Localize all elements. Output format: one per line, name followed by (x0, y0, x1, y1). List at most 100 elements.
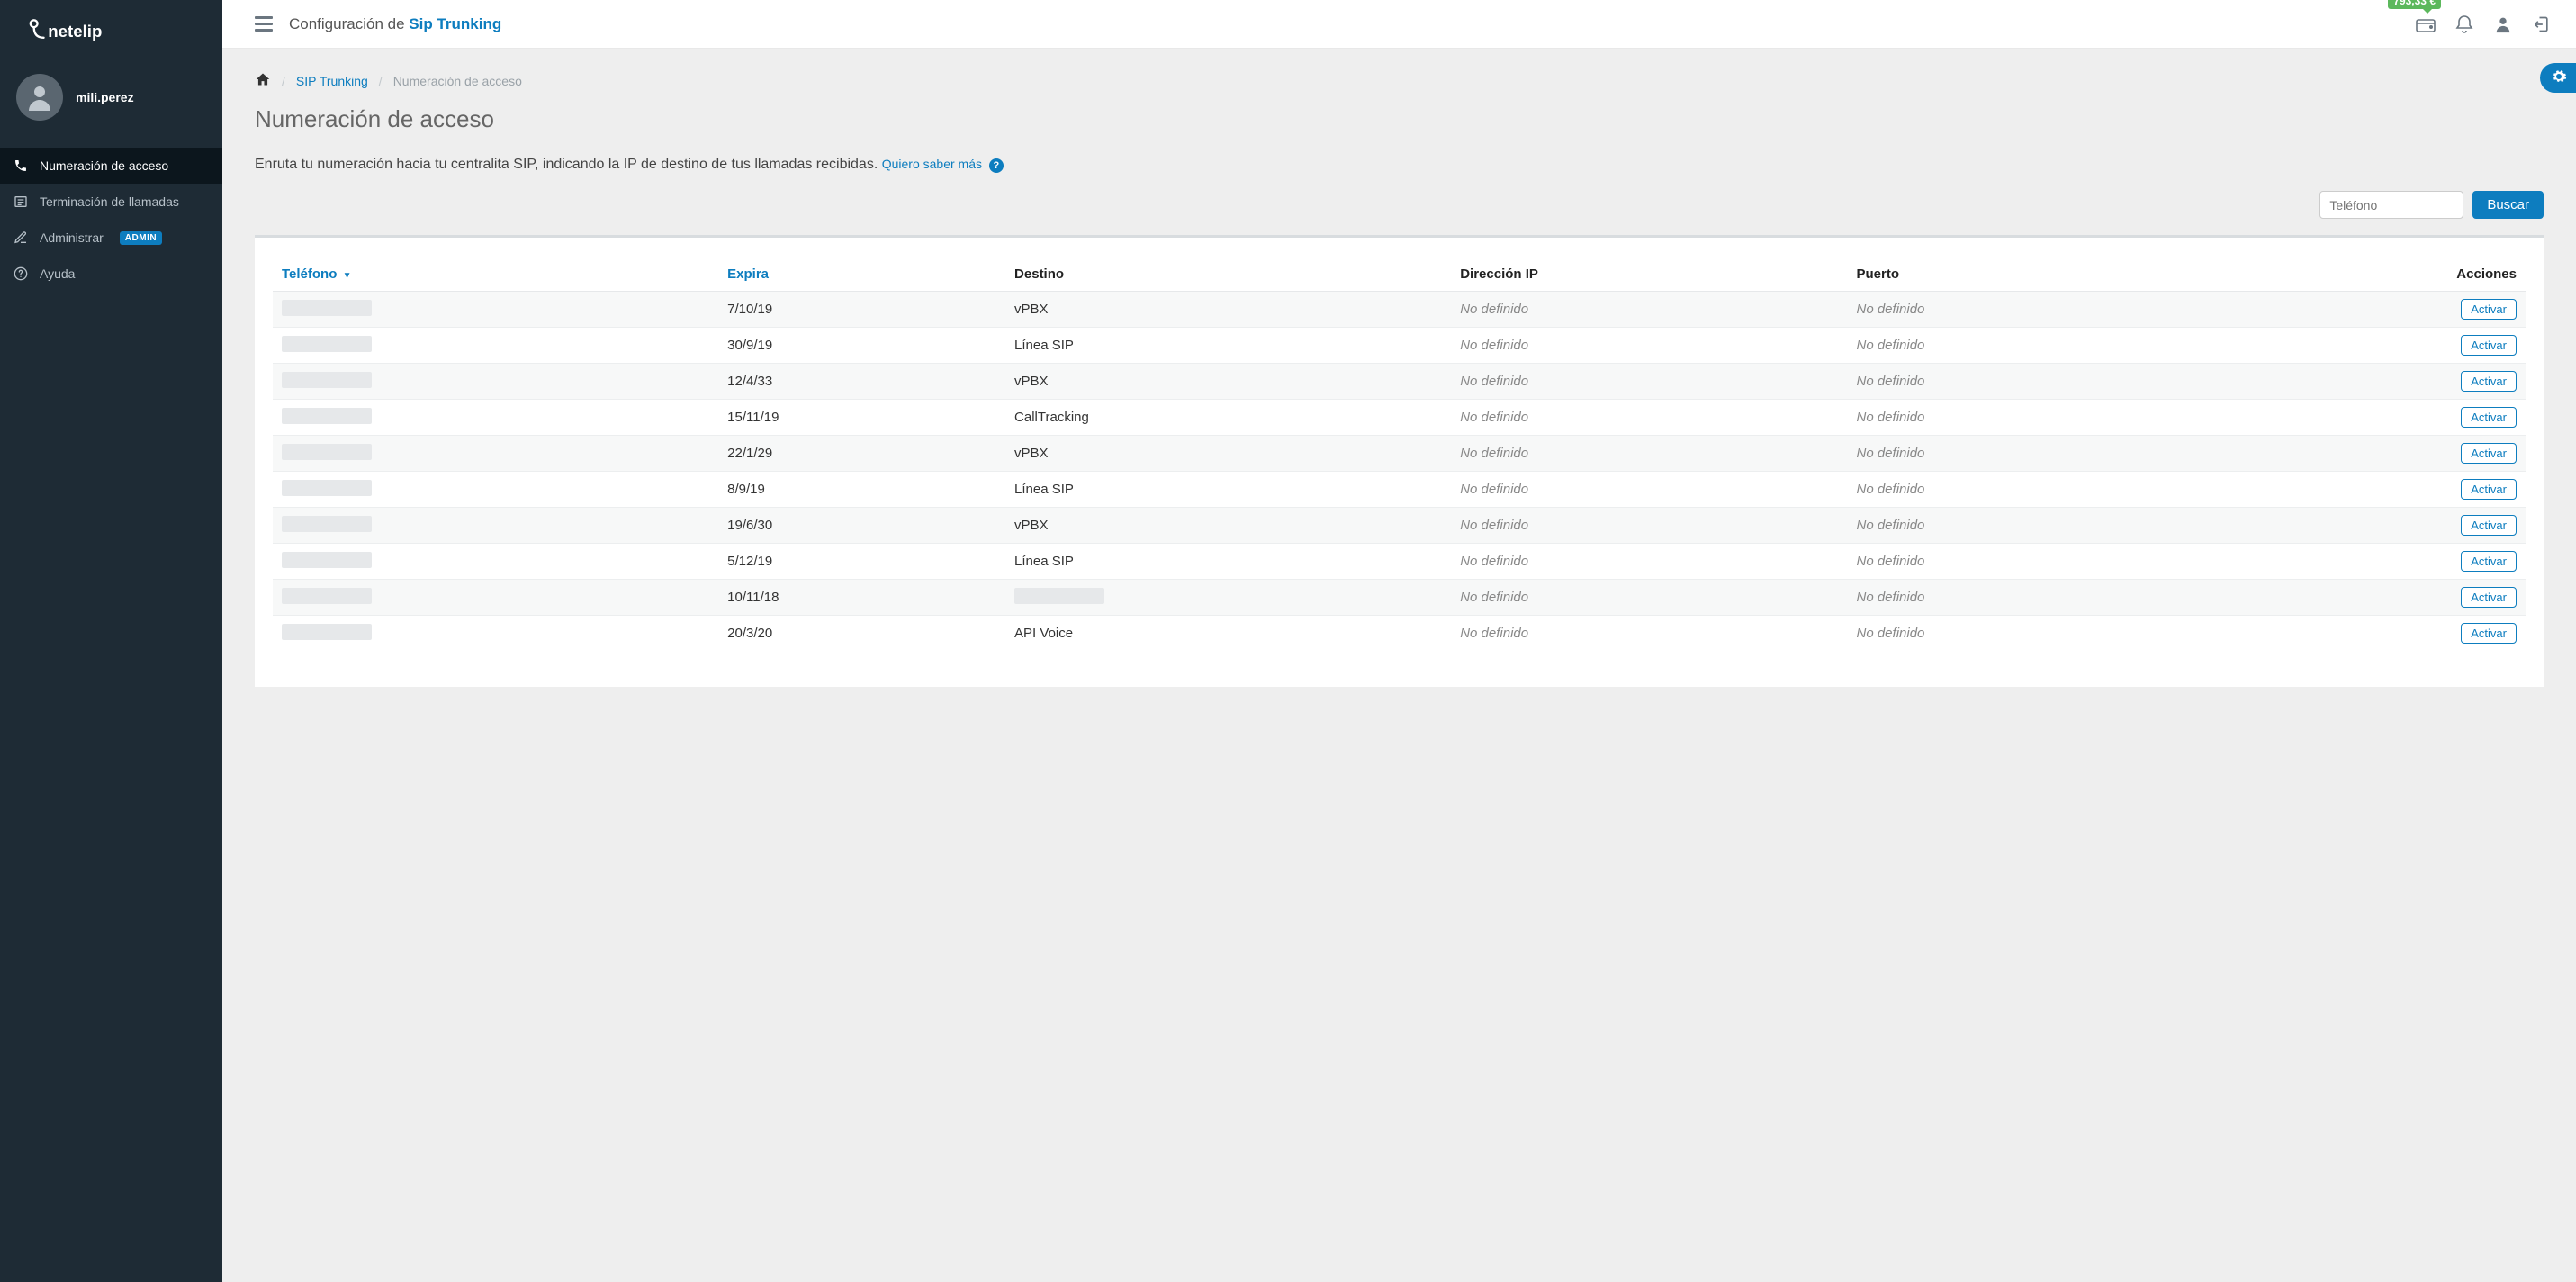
table-row: 10/11/18 No definido No definido Activar (273, 580, 2526, 616)
activate-button[interactable]: Activar (2461, 371, 2517, 392)
table-row: 5/12/19Línea SIPNo definidoNo definidoAc… (273, 544, 2526, 580)
title-prefix: Configuración de (289, 15, 409, 32)
breadcrumb-sep: / (282, 74, 285, 88)
notifications-icon[interactable] (2455, 14, 2473, 34)
sidebar-item-label: Terminación de llamadas (40, 194, 179, 209)
cell-expira: 30/9/19 (718, 328, 1005, 364)
wallet-button[interactable]: 793,33 € (2416, 16, 2436, 32)
not-defined-label: No definido (1857, 302, 1925, 317)
cell-expira: 20/3/20 (718, 616, 1005, 652)
table-row: 19/6/30 vPBX No definido No definido Activar (273, 508, 2526, 544)
activate-button[interactable]: Activar (2461, 335, 2517, 356)
not-defined-label: No definido (1460, 410, 1528, 425)
search-row: Buscar (255, 191, 2544, 219)
not-defined-label: No definido (1460, 626, 1528, 641)
col-expira-label: Expira (727, 266, 769, 282)
not-defined-label: No definido (1460, 554, 1528, 569)
table-row: 22/1/29vPBXNo definidoNo definidoActivar (273, 436, 2526, 472)
sidebar-item-administrar[interactable]: AdministrarADMIN (0, 220, 222, 256)
page-description-text: Enruta tu numeración hacia tu centralita… (255, 157, 878, 172)
balance-badge: 793,33 € (2388, 0, 2441, 9)
phone-icon (13, 158, 29, 173)
settings-tab-icon[interactable] (2540, 63, 2576, 93)
cell-expira: 19/6/30 (718, 508, 1005, 544)
breadcrumb-sep: / (379, 74, 383, 88)
home-icon[interactable] (255, 72, 271, 89)
activate-button[interactable]: Activar (2461, 443, 2517, 464)
col-acciones: Acciones (2203, 259, 2526, 292)
redacted-phone (282, 516, 372, 532)
sidebar: netelip mili.perez Numeración de acceso T… (0, 0, 222, 1282)
redacted-phone (282, 372, 372, 388)
list-icon (13, 194, 29, 209)
breadcrumb-link[interactable]: SIP Trunking (296, 74, 368, 88)
avatar (16, 74, 63, 121)
svg-text:netelip: netelip (48, 22, 102, 41)
sidebar-item-label: Numeración de acceso (40, 158, 168, 173)
breadcrumb: / SIP Trunking / Numeración de acceso (255, 72, 2544, 89)
not-defined-label: No definido (1857, 446, 1925, 461)
not-defined-label: No definido (1857, 590, 1925, 605)
col-expira[interactable]: Expira (718, 259, 1005, 292)
not-defined-label: No definido (1857, 374, 1925, 389)
title-strong: Sip Trunking (409, 15, 501, 32)
topbar: Configuración de Sip Trunking 793,33 € (222, 0, 2576, 49)
not-defined-label: No definido (1857, 338, 1925, 353)
avatar-icon (23, 81, 56, 113)
activate-button[interactable]: Activar (2461, 587, 2517, 608)
hamburger-icon[interactable] (255, 16, 273, 32)
user-block[interactable]: mili.perez (0, 65, 222, 148)
col-telefono-label: Teléfono (282, 266, 337, 282)
netelip-logo-icon: netelip (22, 18, 139, 43)
page-description: Enruta tu numeración hacia tu centralita… (255, 157, 2544, 173)
sort-caret-icon: ▼ (343, 271, 352, 281)
activate-button[interactable]: Activar (2461, 407, 2517, 428)
activate-button[interactable]: Activar (2461, 299, 2517, 320)
cell-destino: vPBX (1014, 374, 1049, 389)
cell-expira: 8/9/19 (718, 472, 1005, 508)
sidebar-item-terminaci-n-de-llamadas[interactable]: Terminación de llamadas (0, 184, 222, 220)
not-defined-label: No definido (1460, 338, 1528, 353)
redacted-phone (282, 408, 372, 424)
not-defined-label: No definido (1460, 590, 1528, 605)
table-row: 30/9/19 Línea SIP No definido No definido Ac… (273, 328, 2526, 364)
activate-button[interactable]: Activar (2461, 551, 2517, 572)
table-row: 7/10/19vPBXNo definidoNo definidoActivar (273, 292, 2526, 328)
activate-button[interactable]: Activar (2461, 515, 2517, 536)
redacted-phone (282, 336, 372, 352)
search-input[interactable] (2319, 191, 2463, 219)
edit-icon (13, 230, 29, 245)
table-row: 8/9/19Línea SIPNo definidoNo definidoAct… (273, 472, 2526, 508)
cell-expira: 15/11/19 (718, 400, 1005, 436)
not-defined-label: No definido (1460, 374, 1528, 389)
breadcrumb-current: Numeración de acceso (393, 74, 522, 88)
redacted-phone (282, 300, 372, 316)
cell-expira: 10/11/18 (718, 580, 1005, 616)
logout-icon[interactable] (2533, 15, 2551, 33)
activate-button[interactable]: Activar (2461, 479, 2517, 500)
not-defined-label: No definido (1460, 518, 1528, 533)
activate-button[interactable]: Activar (2461, 623, 2517, 644)
page-title: Numeración de acceso (255, 105, 2544, 133)
cell-expira: 7/10/19 (718, 292, 1005, 328)
wallet-icon (2416, 16, 2436, 32)
redacted-phone (282, 480, 372, 496)
question-icon (13, 266, 29, 281)
sidebar-item-ayuda[interactable]: Ayuda (0, 256, 222, 292)
col-destino: Destino (1005, 259, 1451, 292)
not-defined-label: No definido (1857, 518, 1925, 533)
user-menu-icon[interactable] (2493, 14, 2513, 34)
not-defined-label: No definido (1857, 626, 1925, 641)
brand-logo[interactable]: netelip (0, 0, 222, 65)
not-defined-label: No definido (1857, 482, 1925, 497)
cell-destino: vPBX (1014, 446, 1049, 461)
sidebar-item-numeraci-n-de-acceso[interactable]: Numeración de acceso (0, 148, 222, 184)
cell-destino: vPBX (1014, 518, 1049, 533)
search-button[interactable]: Buscar (2472, 191, 2544, 219)
cell-destino: Línea SIP (1014, 338, 1074, 353)
learn-more-link[interactable]: Quiero saber más ? (882, 157, 1004, 171)
cell-expira: 12/4/33 (718, 364, 1005, 400)
not-defined-label: No definido (1460, 482, 1528, 497)
col-telefono[interactable]: Teléfono ▼ (273, 259, 718, 292)
page-config-title: Configuración de Sip Trunking (289, 15, 501, 33)
